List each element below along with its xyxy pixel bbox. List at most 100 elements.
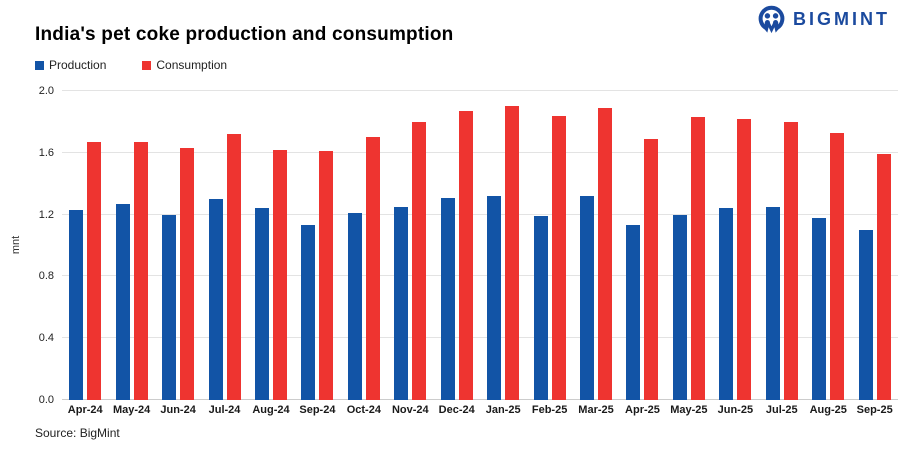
bar-consumption-aug-24 xyxy=(272,149,287,400)
bar-consumption-jul-25 xyxy=(783,121,798,400)
bar-group-sep-25 xyxy=(851,91,897,400)
bar-production-dec-24 xyxy=(440,197,455,400)
y-tick-0.0: 0.0 xyxy=(38,394,54,406)
bar-consumption-jan-25 xyxy=(505,106,520,400)
bar-production-aug-25 xyxy=(812,217,827,400)
bar-consumption-jun-24 xyxy=(180,148,195,400)
legend-item-consumption: Consumption xyxy=(142,58,227,72)
bar-production-jul-24 xyxy=(208,199,223,400)
bar-production-nov-24 xyxy=(394,206,409,400)
x-tick-feb-25: Feb-25 xyxy=(531,404,568,416)
bar-production-jul-25 xyxy=(765,206,780,400)
x-tick-may-25: May-25 xyxy=(670,404,708,416)
bar-group-may-25 xyxy=(666,91,712,400)
bar-consumption-sep-25 xyxy=(876,154,891,400)
x-tick-nov-24: Nov-24 xyxy=(391,404,429,416)
bar-production-sep-24 xyxy=(301,225,316,400)
bar-production-feb-25 xyxy=(533,216,548,400)
legend-label-consumption: Consumption xyxy=(156,58,228,72)
bar-production-jun-25 xyxy=(719,208,734,400)
bar-consumption-jul-24 xyxy=(226,134,241,400)
x-tick-aug-25: Aug-25 xyxy=(809,404,847,416)
x-tick-sep-25: Sep-25 xyxy=(856,404,893,416)
bar-production-may-25 xyxy=(672,214,687,400)
bar-consumption-oct-24 xyxy=(365,137,380,400)
gridline-0.8 xyxy=(62,275,898,277)
x-tick-apr-24: Apr-24 xyxy=(67,404,103,416)
y-tick-1.2: 1.2 xyxy=(38,208,54,221)
bar-group-mar-25 xyxy=(573,91,619,400)
bar-production-apr-24 xyxy=(69,209,84,400)
x-tick-dec-24: Dec-24 xyxy=(438,404,475,416)
bar-group-jul-24 xyxy=(201,91,247,400)
bar-group-apr-24 xyxy=(62,91,108,400)
plot-area xyxy=(62,90,898,400)
bar-production-apr-25 xyxy=(626,225,641,400)
bar-consumption-nov-24 xyxy=(412,121,427,400)
brand-logo: BIGMINT xyxy=(757,5,890,34)
bar-consumption-may-25 xyxy=(690,117,705,400)
x-tick-jun-25: Jun-25 xyxy=(717,404,754,416)
x-tick-may-24: May-24 xyxy=(113,404,151,416)
legend-swatch-production xyxy=(35,60,44,70)
bar-consumption-aug-25 xyxy=(830,132,845,400)
bar-production-jun-24 xyxy=(162,214,177,400)
bar-production-jan-25 xyxy=(487,196,502,400)
bar-group-apr-25 xyxy=(619,91,665,400)
bar-consumption-dec-24 xyxy=(458,111,473,400)
bar-production-may-24 xyxy=(115,203,130,400)
bar-group-jun-24 xyxy=(155,91,201,400)
bar-production-oct-24 xyxy=(347,213,362,400)
bar-groups xyxy=(62,91,898,400)
bar-group-jan-25 xyxy=(480,91,526,400)
bar-group-aug-24 xyxy=(248,91,294,400)
x-tick-aug-24: Aug-24 xyxy=(252,404,290,416)
bar-consumption-sep-24 xyxy=(319,151,334,400)
bar-consumption-feb-25 xyxy=(551,115,566,400)
chart-legend: Production Consumption xyxy=(35,58,227,72)
bar-group-may-24 xyxy=(108,91,154,400)
bigmint-logo-icon xyxy=(757,5,786,34)
bar-production-aug-24 xyxy=(254,208,269,400)
y-tick-0.4: 0.4 xyxy=(38,332,54,345)
bar-group-jun-25 xyxy=(712,91,758,400)
bar-consumption-may-24 xyxy=(133,142,148,400)
bar-group-nov-24 xyxy=(387,91,433,400)
y-tick-2.0: 2.0 xyxy=(38,85,54,97)
bar-production-sep-25 xyxy=(858,230,873,400)
source-note: Source: BigMint xyxy=(35,426,120,440)
bar-group-dec-24 xyxy=(434,91,480,400)
y-tick-1.6: 1.6 xyxy=(38,146,54,159)
legend-label-production: Production xyxy=(49,58,107,72)
x-tick-oct-24: Oct-24 xyxy=(346,404,381,416)
bar-group-sep-24 xyxy=(294,91,340,400)
bar-consumption-apr-25 xyxy=(644,138,659,400)
legend-item-production: Production xyxy=(35,58,106,72)
x-tick-jan-25: Jan-25 xyxy=(485,404,521,416)
bar-group-jul-25 xyxy=(759,91,805,400)
gridline-2.0 xyxy=(62,90,898,91)
bar-group-aug-25 xyxy=(805,91,851,400)
y-tick-0.8: 0.8 xyxy=(38,270,54,283)
gridline-1.6 xyxy=(62,151,898,153)
x-tick-jul-25: Jul-25 xyxy=(765,404,798,416)
gridline-0.4 xyxy=(62,337,898,339)
y-axis-ticks: 0.0 0.4 0.8 1.2 1.6 2.0 xyxy=(0,85,54,406)
x-tick-jul-24: Jul-24 xyxy=(208,404,241,416)
bar-production-mar-25 xyxy=(580,196,595,400)
x-tick-apr-25: Apr-25 xyxy=(625,404,660,416)
gridline-0.0 xyxy=(62,399,898,400)
x-tick-mar-25: Mar-25 xyxy=(578,404,614,416)
bar-group-feb-25 xyxy=(526,91,572,400)
gridline-1.2 xyxy=(62,213,898,215)
legend-swatch-consumption xyxy=(142,60,152,70)
brand-name: BIGMINT xyxy=(793,9,890,29)
x-tick-sep-24: Sep-24 xyxy=(299,404,336,416)
chart-title: India's pet coke production and consumpt… xyxy=(35,24,454,45)
bar-consumption-apr-24 xyxy=(87,142,102,400)
bar-consumption-mar-25 xyxy=(598,108,613,400)
bar-group-oct-24 xyxy=(341,91,387,400)
bar-consumption-jun-25 xyxy=(737,118,752,400)
x-tick-jun-24: Jun-24 xyxy=(160,404,196,416)
